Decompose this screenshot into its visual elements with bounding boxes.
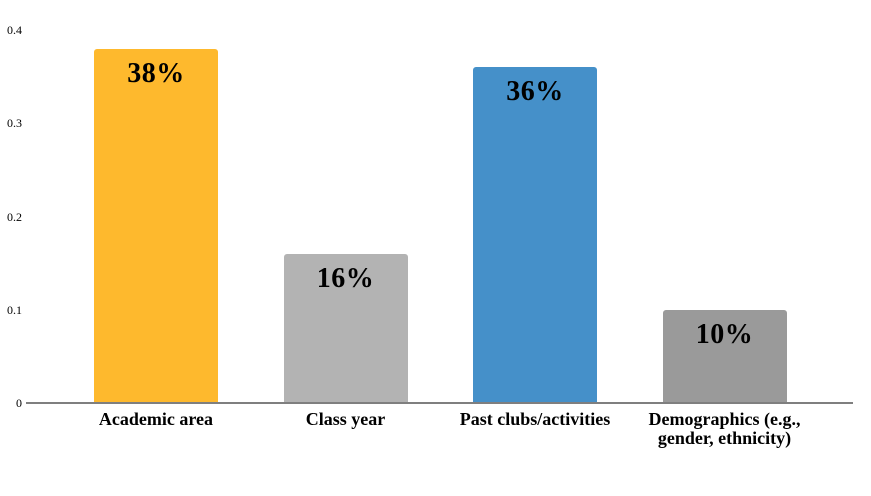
y-tick-label-0-1: 0.1 xyxy=(7,302,22,317)
x-tick-label-past-clubs-activities: Past clubs/activities xyxy=(459,409,611,429)
bar-value-label-demographics-e-g-gender-ethnicity: 10% xyxy=(695,318,754,350)
bar-academic-area: 38% xyxy=(94,48,218,403)
y-tick-label-0-4: 0.4 xyxy=(7,23,22,37)
x-tick-label-demographics-e-g-gender-ethnicity: Demographics (e.g., gender, ethnicity) xyxy=(648,409,801,448)
y-tick-label-0-2: 0.2 xyxy=(7,209,22,224)
bar-value-label-class-year: 16% xyxy=(316,262,375,294)
bar-value-label-academic-area: 38% xyxy=(127,57,185,89)
bar-past-clubs-activities: 36% xyxy=(473,67,597,403)
bar-value-label-past-clubs-activities: 36% xyxy=(506,76,564,108)
x-axis-line xyxy=(26,402,853,404)
bar-demographics-e-g-gender-ethnicity: 10% xyxy=(662,309,787,403)
y-tick-label-0: 0 xyxy=(16,396,22,410)
x-tick-label-academic-area: Academic area xyxy=(98,409,214,429)
y-tick-label-0-3: 0.3 xyxy=(7,116,22,131)
bar-class-year: 16% xyxy=(283,253,408,403)
x-tick-label-class-year: Class year xyxy=(305,409,386,429)
